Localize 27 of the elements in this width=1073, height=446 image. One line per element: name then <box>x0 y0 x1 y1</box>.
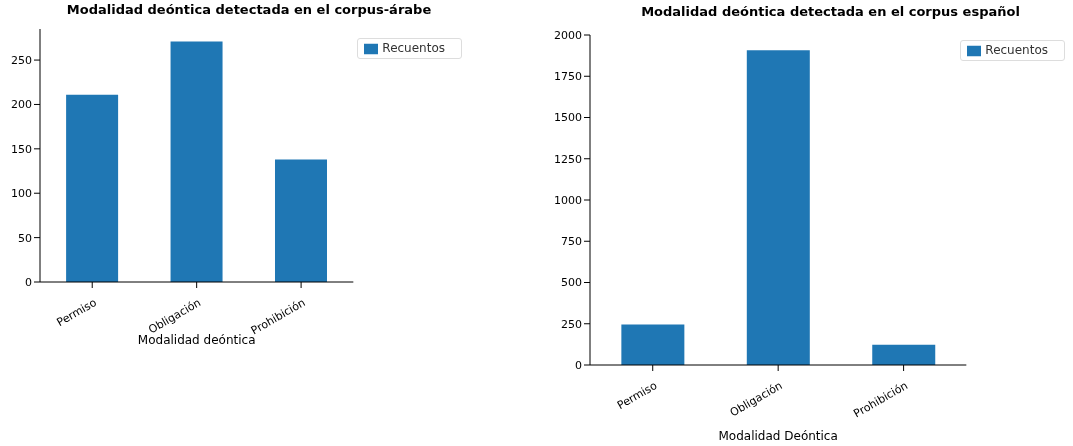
chart-title: Modalidad deóntica detectada en el corpus español <box>640 4 1021 19</box>
y-tick-label: 100 <box>11 187 32 201</box>
chart-title: Modalidad deóntica detectada en el corpus-árabe <box>65 2 433 17</box>
legend-label: Recuentos <box>985 43 1048 57</box>
y-tick-label: 250 <box>11 53 32 67</box>
legend-label: Recuentos <box>382 41 445 55</box>
y-tick-label: 150 <box>11 142 32 156</box>
y-tick-label: 1500 <box>554 111 582 125</box>
bar <box>170 41 223 282</box>
bar <box>621 324 685 365</box>
y-tick-label: 500 <box>561 276 582 290</box>
y-tick-label: 250 <box>561 317 582 331</box>
x-axis-title: Modalidad deóntica <box>137 333 256 347</box>
y-tick-label: 2000 <box>554 28 582 42</box>
y-tick-label: 750 <box>561 235 582 249</box>
y-tick-label: 1750 <box>554 70 582 84</box>
y-tick-label: 1000 <box>554 193 582 207</box>
bar <box>66 94 119 282</box>
x-axis-title: Modalidad Deóntica <box>718 429 838 443</box>
y-tick-label: 0 <box>575 358 582 372</box>
bar <box>746 50 810 365</box>
y-tick-label: 200 <box>11 98 32 112</box>
bar <box>275 159 327 282</box>
y-tick-label: 1250 <box>554 152 582 166</box>
y-tick-label: 50 <box>18 231 32 245</box>
y-tick-label: 0 <box>25 275 32 289</box>
bar <box>872 344 936 365</box>
